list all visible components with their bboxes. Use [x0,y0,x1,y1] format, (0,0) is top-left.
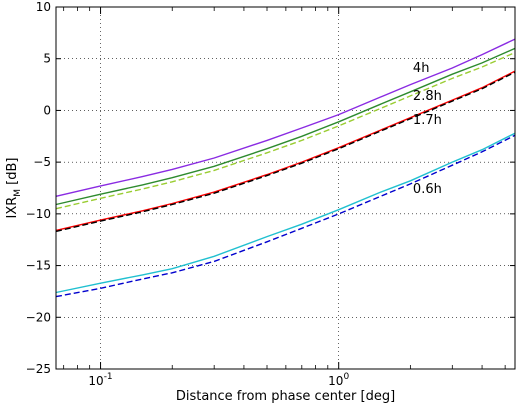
y-tick-label: −10 [26,207,51,221]
series-annotation: 2.8h [413,89,442,104]
y-axis-label-sub: M [13,189,23,197]
series-layer [55,38,516,298]
series-line-1 [55,38,516,197]
x-tick-exponent: -1 [104,372,113,382]
series-line-5 [55,71,516,233]
y-tick-label: 5 [43,52,51,66]
y-tick-label: −20 [26,310,51,324]
series-annotation: 1.7h [413,113,442,128]
series-annotation: 4h [413,61,430,76]
annotations: 4h 2.8h 1.7h 0.6h [413,61,442,197]
y-tick-label: −25 [26,362,51,376]
x-axis-label: Distance from phase center [deg] [176,389,395,404]
x-tick-label: 100 [328,372,349,388]
series-line-3 [55,51,516,210]
y-tick-label: 10 [36,0,51,14]
x-tick-label: 10-1 [88,372,112,388]
grid [56,7,515,369]
y-tick-label: −15 [26,259,51,273]
y-axis-label-main: IXR [5,197,20,219]
series-annotation: 0.6h [413,182,442,197]
x-tick-exponent: 0 [343,372,349,382]
axis-ticks: −25 −20 −15 −10 −5 0 5 10 10-1 100 [26,0,515,388]
y-axis-label: IXRM [dB] [5,158,23,219]
y-tick-label: 0 [43,103,51,117]
series-line-7 [55,134,516,298]
series-line-6 [55,132,516,294]
series-line-4 [55,70,516,232]
series-line-2 [55,47,516,206]
plot-frame [55,6,516,370]
y-axis-label-unit: [dB] [5,158,20,189]
y-tick-label: −5 [33,155,51,169]
